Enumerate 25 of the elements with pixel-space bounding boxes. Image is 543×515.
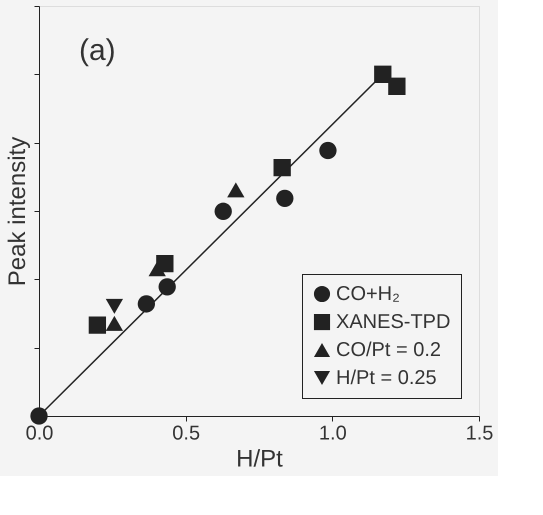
legend-label: H/Pt = 0.25 <box>336 367 437 389</box>
legend-label: CO+H₂ <box>336 283 400 305</box>
legend-label: XANES-TPD <box>336 311 450 333</box>
text: (a) <box>79 34 116 67</box>
point <box>138 295 156 313</box>
point <box>388 78 406 95</box>
x-axis-title: H/Pt <box>236 446 284 472</box>
point <box>276 190 294 207</box>
point <box>106 298 124 314</box>
legend-label: CO/Pt = 0.2 <box>336 339 442 361</box>
point <box>319 142 337 160</box>
point <box>214 202 232 220</box>
point <box>30 407 48 425</box>
x-tick-label: 0.5 <box>172 422 200 444</box>
point <box>148 261 166 276</box>
x-tick-label: 0.0 <box>26 422 54 444</box>
point <box>374 66 392 83</box>
point <box>106 316 124 331</box>
point <box>274 158 291 176</box>
x-tick-label: 1.5 <box>466 422 494 444</box>
point <box>88 316 106 334</box>
y-axis-title: Peak intensity <box>4 136 31 286</box>
point <box>227 182 244 198</box>
x-tick-label: 1.0 <box>318 422 347 444</box>
point <box>158 278 176 296</box>
